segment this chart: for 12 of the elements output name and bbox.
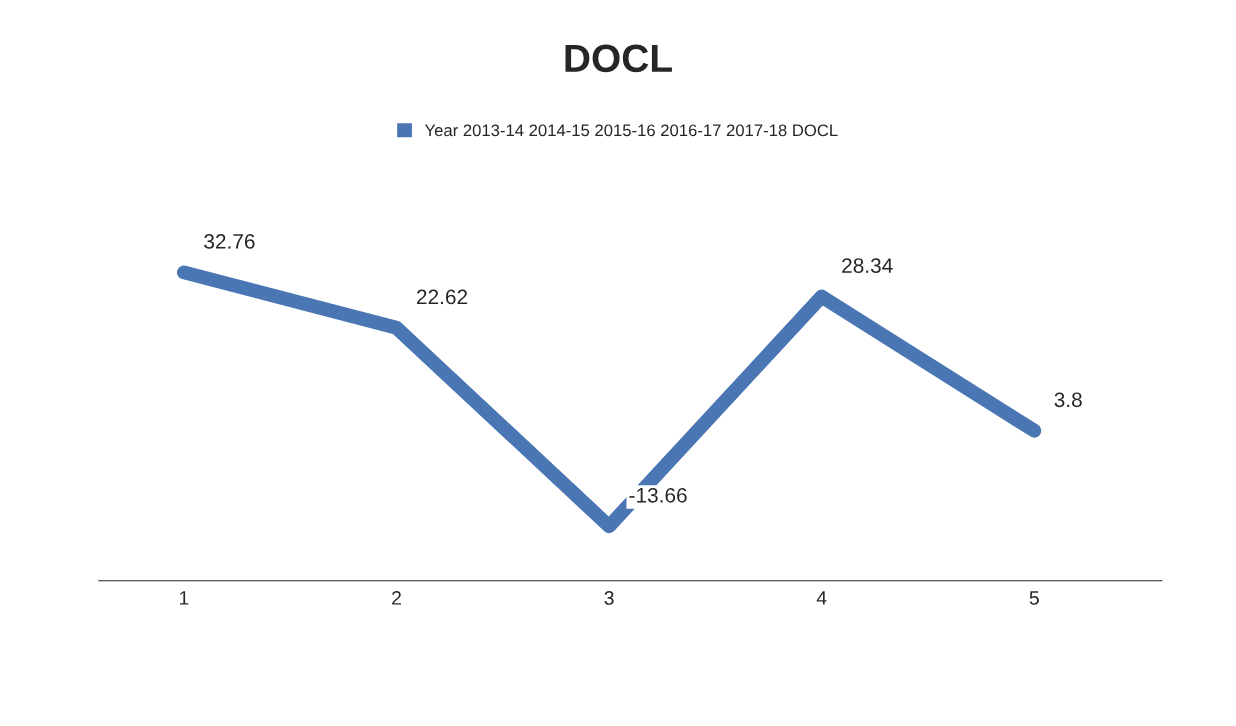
x-tick-label: 3 [604,591,614,605]
chart-title: DOCL [565,44,672,73]
data-label: 32.76 [204,234,255,249]
data-label: 3.8 [1054,392,1082,408]
x-tick-label: 2 [392,591,401,605]
x-tick-label: 1 [179,591,189,605]
data-label: 22.62 [417,289,468,305]
x-tick-label: 5 [1029,591,1039,605]
data-label: -13.66 [629,487,687,503]
legend-label: Year 2013-14 2014-15 2015-16 2016-17 2017-18 DOCL [424,124,838,137]
data-label: 28.34 [842,258,893,273]
x-tick-label: 4 [816,591,827,605]
